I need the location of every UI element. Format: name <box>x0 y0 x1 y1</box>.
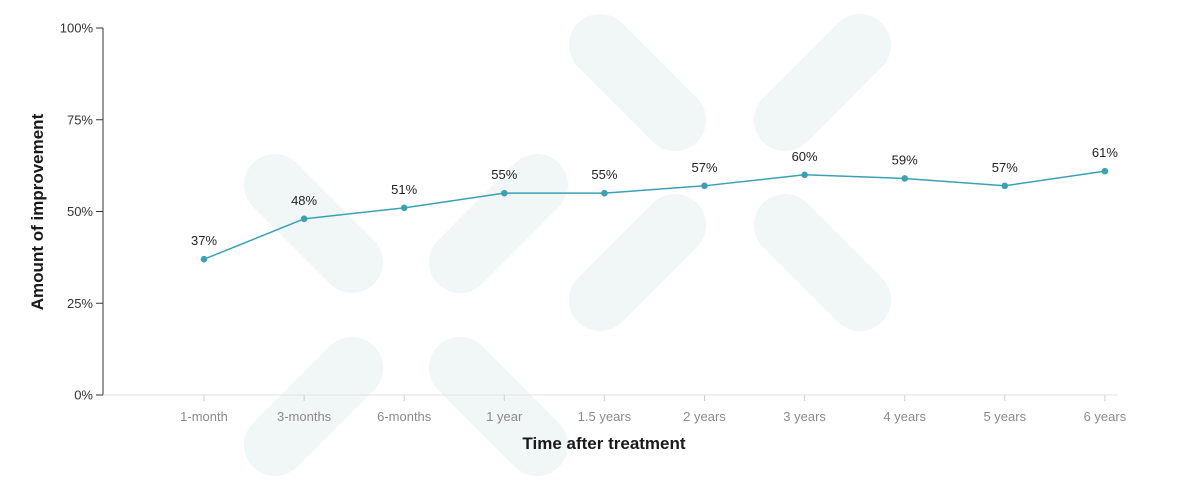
x-tick-label: 4 years <box>883 409 926 424</box>
watermark-stroke <box>244 154 383 293</box>
data-label: 57% <box>992 160 1018 175</box>
y-axis-title: Amount of improvement <box>28 113 47 310</box>
data-point <box>601 189 608 197</box>
watermark-stroke <box>754 194 891 331</box>
series-line <box>203 170 1106 260</box>
data-point <box>200 255 208 263</box>
x-axis-title: Time after treatment <box>522 434 685 453</box>
x-tick-label: 6 years <box>1084 409 1127 424</box>
watermark-logo <box>244 14 891 476</box>
data-label: 55% <box>491 167 517 182</box>
y-tick-label: 50% <box>67 204 93 219</box>
watermark-stroke <box>754 14 891 151</box>
data-point <box>1101 167 1109 175</box>
x-tick-label: 5 years <box>983 409 1026 424</box>
y-tick-label: 25% <box>67 296 93 311</box>
x-tick-label: 1-month <box>180 409 228 424</box>
data-point <box>801 171 808 179</box>
data-point <box>1001 182 1009 190</box>
data-point <box>400 204 408 212</box>
data-point <box>901 175 908 182</box>
data-label: 57% <box>691 160 717 175</box>
data-label: 61% <box>1092 145 1118 160</box>
x-tick-label: 3 years <box>783 409 826 424</box>
plot-area: 37% 48% 51% 55% 55% 57% 60% 59% 57% 61% <box>191 145 1118 263</box>
data-label: 37% <box>191 233 217 248</box>
watermark-stroke <box>244 337 383 476</box>
data-label: 60% <box>792 149 818 164</box>
x-tick-label: 1 year <box>486 409 523 424</box>
x-axis: 1-month 3-months 6-months 1 year 1.5 years 2 … <box>103 394 1127 424</box>
data-point <box>501 189 508 197</box>
data-label: 48% <box>291 193 317 208</box>
y-tick-label: 75% <box>67 112 93 127</box>
x-tick-label: 3-months <box>277 409 332 424</box>
x-tick-label: 6-months <box>377 409 432 424</box>
y-tick-label: 0% <box>74 388 93 403</box>
x-tick-label: 1.5 years <box>578 409 632 424</box>
watermark-stroke <box>569 14 706 151</box>
y-tick-label: 100% <box>60 21 94 36</box>
data-label: 51% <box>391 182 417 197</box>
data-label: 55% <box>591 167 617 182</box>
data-point <box>300 215 308 223</box>
y-axis: 0% 25% 50% 75% 100% <box>60 21 104 403</box>
data-label: 59% <box>892 152 918 167</box>
watermark-stroke <box>429 154 568 293</box>
x-tick-label: 2 years <box>683 409 726 424</box>
watermark-stroke <box>569 194 706 331</box>
data-point <box>701 182 708 190</box>
watermark-stroke <box>429 337 568 476</box>
